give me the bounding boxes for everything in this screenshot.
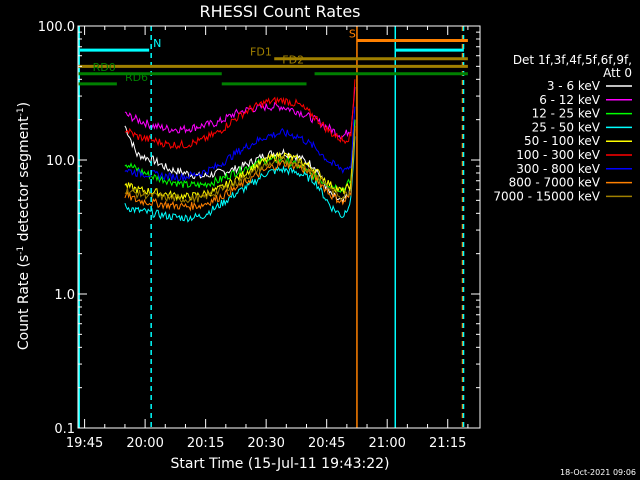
- y-tick-label-0: 0.1: [54, 422, 75, 437]
- x-axis-label: Start Time (15-Jul-11 19:43:22): [170, 456, 389, 472]
- legend-label-3: 25 - 50 keV: [532, 120, 601, 134]
- series-line-7: [124, 129, 356, 212]
- series-line-0: [124, 119, 356, 205]
- legend-label-2: 12 - 25 keV: [532, 107, 601, 121]
- series-line-8: [124, 125, 356, 204]
- x-tick-label-1: 20:00: [126, 436, 163, 451]
- legend-header-0: Det 1f,3f,4f,5f,6f,9f,: [513, 53, 632, 67]
- plot-frame: [77, 25, 481, 429]
- y-tick-label-1: 1.0: [54, 288, 75, 303]
- timestamp: 18-Oct-2021 09:06: [560, 468, 636, 477]
- series-line-6: [124, 106, 356, 182]
- state-bar-label-3: FD1: [250, 46, 272, 59]
- y-tick-label-3: 100.0: [38, 20, 75, 35]
- series-line-2: [124, 119, 356, 193]
- state-bar-label-5: RD0: [93, 61, 116, 74]
- y-tick-label-2: 10.0: [46, 154, 75, 169]
- y-axis-label: Count Rate (s-1 detector segment-1): [16, 102, 32, 350]
- x-tick-label-2: 20:15: [187, 436, 224, 451]
- x-tick-label-5: 21:00: [368, 436, 405, 451]
- legend-label-1: 6 - 12 keV: [539, 93, 601, 107]
- legend-label-4: 50 - 100 keV: [524, 134, 601, 148]
- state-bar-label-0: N: [153, 37, 161, 50]
- legend-label-5: 100 - 300 keV: [516, 148, 600, 162]
- legend-label-8: 7000 - 15000 keV: [493, 189, 600, 203]
- legend-label-0: 3 - 6 keV: [547, 79, 601, 93]
- legend-header-1: Att 0: [603, 66, 632, 80]
- x-tick-label-4: 20:45: [308, 436, 345, 451]
- chart-title: RHESSI Count Rates: [200, 2, 361, 21]
- x-tick-label-0: 19:45: [66, 436, 103, 451]
- legend-label-6: 300 - 800 keV: [516, 162, 600, 176]
- state-bar-label-7: RD6: [125, 71, 148, 84]
- x-tick-label-6: 21:15: [429, 436, 466, 451]
- x-tick-label-3: 20:30: [247, 436, 284, 451]
- legend-label-7: 800 - 7000 keV: [509, 176, 601, 190]
- state-bar-label-1: S: [349, 27, 356, 40]
- series-line-3: [124, 136, 356, 223]
- state-bar-label-4: FD2: [282, 53, 304, 66]
- series-line-5: [124, 79, 356, 150]
